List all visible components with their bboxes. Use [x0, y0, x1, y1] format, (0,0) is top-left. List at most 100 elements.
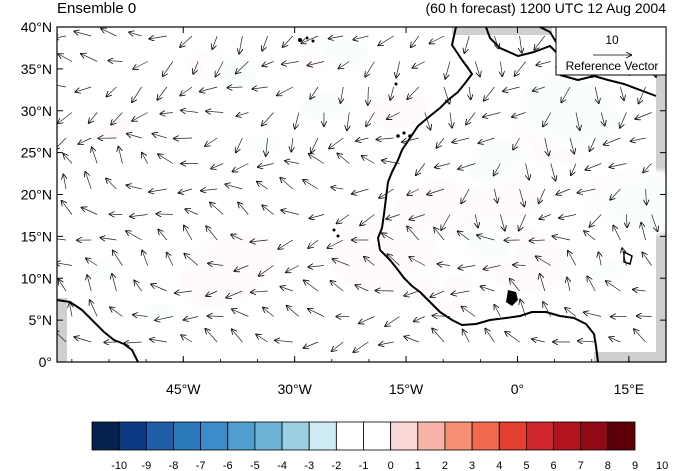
wind-vector — [441, 214, 451, 231]
wind-vector — [578, 341, 596, 342]
reference-vector-box: 10 Reference Vector — [555, 26, 667, 76]
wind-vector — [631, 138, 646, 141]
wind-vector — [206, 290, 218, 296]
wind-vector — [513, 265, 526, 266]
missing-data-strip — [57, 298, 67, 362]
wind-vector — [113, 251, 123, 266]
wind-vector — [407, 227, 420, 241]
wind-vector — [76, 86, 92, 92]
wind-vector — [366, 112, 375, 127]
colorbar-swatch — [580, 421, 609, 451]
wind-vector — [89, 112, 98, 123]
wind-vector — [275, 340, 293, 342]
wind-vector — [601, 112, 605, 126]
wind-vector — [133, 315, 148, 317]
wind-vector — [310, 214, 325, 219]
wind-vector — [409, 257, 425, 266]
wind-vector — [458, 266, 476, 269]
wind-vector — [251, 291, 268, 292]
wind-vector — [133, 61, 148, 70]
wind-vector — [433, 316, 451, 317]
wind-vector — [160, 113, 173, 114]
wind-vector — [462, 307, 476, 317]
wind-vector — [410, 214, 425, 220]
wind-vector — [510, 279, 520, 292]
wind-vector — [339, 61, 350, 69]
lat-tick-label: 35°N — [21, 61, 52, 77]
lon-tick-label: 0° — [511, 381, 524, 397]
wind-vector — [458, 231, 470, 241]
anomaly-contour — [137, 296, 185, 327]
wind-vector — [101, 238, 117, 240]
wind-vector — [233, 163, 249, 172]
wind-vector — [309, 154, 325, 164]
wind-vector — [536, 256, 551, 266]
colorbar-label: -7 — [196, 460, 206, 471]
wind-vector — [354, 341, 369, 352]
wind-vector — [464, 35, 470, 53]
wind-vector — [174, 138, 193, 139]
wind-vector — [107, 86, 117, 96]
wind-vector — [124, 342, 142, 343]
wind-vector — [479, 137, 495, 143]
map-area — [57, 27, 666, 362]
wind-vector — [57, 137, 67, 149]
wind-vector — [283, 35, 294, 47]
wind-vector — [262, 35, 268, 51]
coastline-south-america — [57, 299, 139, 362]
wind-vector — [237, 113, 249, 117]
wind-vector — [500, 214, 504, 231]
colorbar-swatch — [118, 421, 147, 451]
wind-vector — [435, 163, 451, 168]
wind-vector — [568, 251, 577, 266]
wind-vector — [559, 215, 577, 219]
wind-vector — [337, 214, 350, 224]
colorbar-label: 6 — [550, 460, 556, 471]
wind-vector — [70, 303, 73, 317]
wind-vector — [118, 147, 123, 164]
wind-vector — [413, 61, 425, 68]
wind-vector — [458, 163, 476, 170]
colorbar-label: -8 — [169, 460, 179, 471]
lat-tick-label: 10°N — [21, 270, 52, 286]
wind-vector — [282, 62, 299, 65]
reference-vector-label: Reference Vector — [566, 59, 659, 73]
wind-vector — [226, 290, 243, 298]
wind-vector — [532, 339, 545, 342]
colorbar-label: -1 — [359, 460, 369, 471]
wind-vector — [234, 265, 249, 272]
wind-vector — [461, 188, 470, 203]
wind-vector — [308, 239, 319, 248]
wind-vector — [450, 112, 452, 128]
wind-vector — [86, 258, 98, 266]
wind-vector — [328, 239, 344, 248]
missing-data-strip — [452, 27, 552, 35]
colorbar-label: -4 — [277, 460, 287, 471]
wind-vector — [193, 61, 199, 74]
wind-vector — [643, 163, 652, 173]
wind-vector — [642, 253, 652, 266]
wind-vector — [266, 137, 268, 156]
wind-vector — [463, 330, 470, 343]
wind-vector — [432, 329, 445, 343]
wind-vector — [308, 266, 325, 268]
wind-vector — [304, 280, 319, 292]
wind-vector — [536, 62, 551, 66]
wind-vector — [211, 163, 224, 169]
colorbar-swatch — [417, 421, 446, 451]
wind-vector — [359, 316, 375, 324]
colorbar-label: -10 — [111, 460, 127, 471]
colorbar-label: 9 — [632, 460, 638, 471]
wind-vector — [142, 251, 148, 266]
reference-vector-magnitude: 10 — [605, 33, 619, 47]
wind-vector — [62, 201, 73, 215]
colorbar-swatch — [91, 421, 120, 451]
wind-vector — [110, 307, 123, 317]
colorbar-label: 10 — [656, 460, 668, 471]
wind-vector — [571, 163, 577, 176]
wind-vector — [259, 265, 274, 276]
colorbar-swatch — [173, 421, 201, 451]
colorbar-swatch — [390, 421, 419, 451]
wind-vector — [387, 112, 400, 120]
wind-vector — [569, 137, 574, 153]
